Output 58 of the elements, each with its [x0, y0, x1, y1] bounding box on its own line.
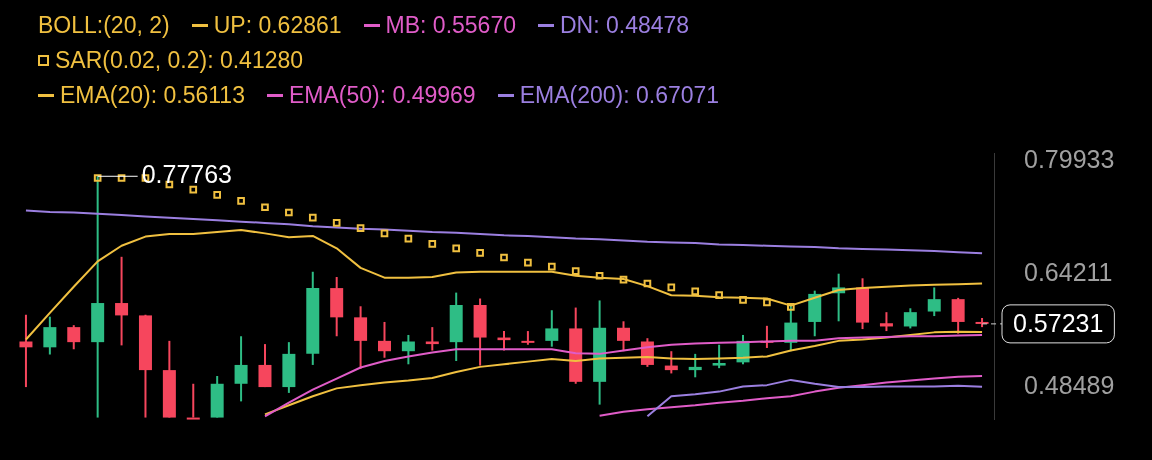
candlestick [903, 307, 917, 330]
legend-label: UP: 0.62861 [213, 11, 342, 40]
point [213, 191, 221, 199]
candlestick [545, 309, 559, 348]
y-tick-label: 0.79933 [1024, 144, 1115, 173]
candlestick [951, 296, 965, 335]
candlestick [186, 382, 200, 420]
legend-label: EMA(200): 0.67071 [519, 81, 720, 110]
point [93, 174, 102, 182]
point [643, 279, 652, 288]
y-tick-label: 0.48489 [1024, 370, 1115, 399]
point [547, 262, 556, 271]
legend-title: BOLL:(20, 2) [38, 11, 170, 40]
point [715, 291, 723, 300]
point [404, 234, 413, 243]
candlestick [617, 320, 631, 353]
candlestick [67, 324, 81, 351]
candlestick [927, 286, 941, 318]
point [117, 174, 126, 182]
point [237, 196, 245, 205]
annotation: 0.77763 [141, 160, 233, 189]
point [500, 253, 508, 262]
point [524, 258, 532, 267]
legend-label: SAR(0.02, 0.2): 0.41280 [55, 46, 304, 75]
candlestick [234, 335, 248, 403]
point [308, 213, 317, 222]
legend-label: EMA(20): 0.56113 [60, 81, 245, 110]
candlestick [115, 255, 129, 347]
candlestick [879, 311, 893, 333]
candlestick [688, 352, 702, 379]
point [739, 295, 747, 304]
legend-label: MB: 0.55670 [385, 11, 516, 40]
ref-line-label: 0.57231 [1013, 308, 1104, 337]
candlestick [712, 343, 726, 370]
point [428, 239, 437, 248]
candlestick [258, 343, 272, 389]
point [285, 208, 293, 217]
candlestick [377, 320, 391, 359]
candlestick [354, 305, 368, 370]
point [261, 203, 269, 212]
candlestick [401, 333, 415, 366]
point [619, 275, 628, 284]
point [356, 224, 365, 232]
point [667, 283, 676, 292]
point [763, 298, 771, 307]
y-tick-label: 0.64211 [1024, 257, 1113, 286]
candlestick [43, 315, 57, 356]
point [332, 219, 341, 227]
point [452, 244, 461, 253]
legend-label: EMA(50): 0.49969 [288, 81, 476, 110]
point [691, 287, 700, 296]
legend-label: DN: 0.48478 [559, 11, 690, 40]
point [787, 303, 795, 311]
point [595, 271, 604, 280]
point [189, 185, 198, 194]
point [476, 249, 484, 257]
point [380, 229, 389, 238]
point [571, 267, 580, 275]
